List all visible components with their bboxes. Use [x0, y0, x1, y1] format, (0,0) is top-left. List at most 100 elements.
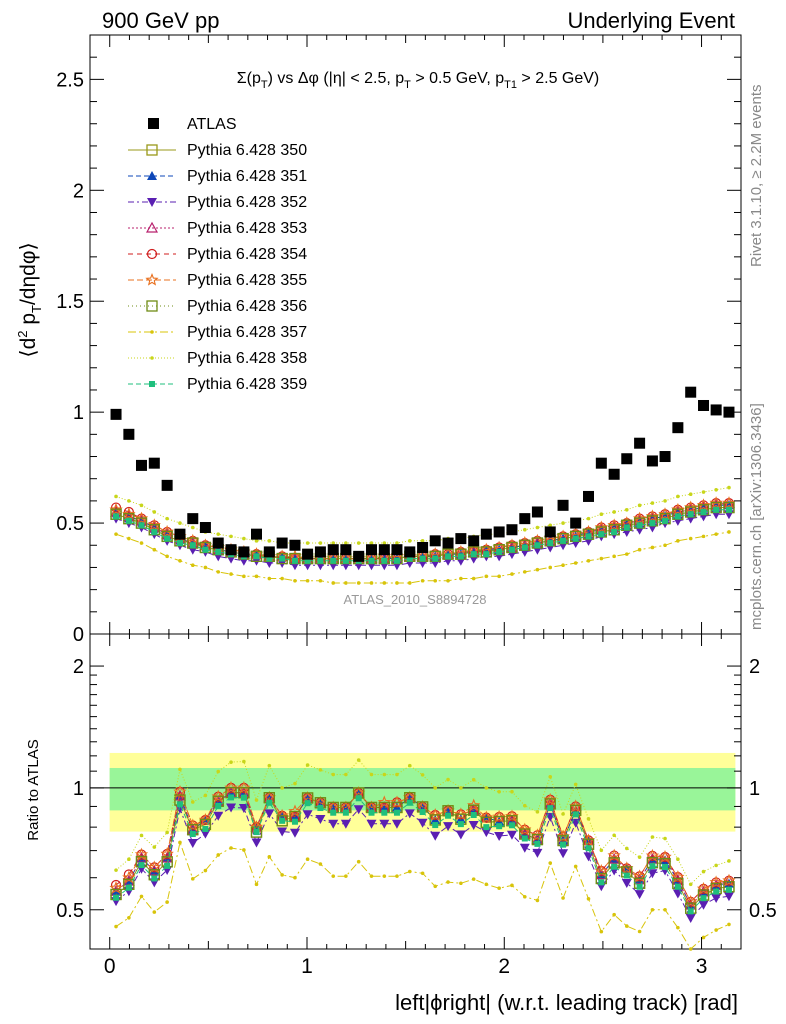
ratio-point-9	[521, 835, 528, 842]
y-tick-label: 2.5	[56, 69, 84, 91]
mc-point-9	[381, 557, 388, 564]
ratio-point-5	[505, 809, 519, 822]
data-point	[135, 459, 147, 471]
ratio-point-8	[114, 868, 118, 872]
ratio-point-7	[178, 840, 182, 845]
ratio-point-7	[190, 877, 195, 881]
ratio-point-2	[634, 890, 645, 900]
ratio-point-7	[484, 882, 489, 887]
ratio-point-7	[267, 855, 272, 859]
data-point	[238, 546, 250, 558]
ratio-point-9	[623, 872, 630, 879]
mc-point-9	[598, 531, 605, 538]
title-part: T	[404, 79, 411, 91]
ratio-point-7	[382, 874, 387, 878]
ratio-point-8	[344, 772, 348, 777]
ratio-y-tick-label: 1	[73, 778, 84, 800]
mc-point-7	[165, 554, 169, 559]
ratio-point-2	[353, 805, 364, 815]
ratio-point-2	[698, 900, 709, 910]
data-point	[468, 535, 480, 547]
mc-point-9	[687, 511, 694, 518]
ratio-point-8	[254, 798, 259, 802]
data-point	[570, 517, 582, 529]
ratio-point-9	[649, 863, 656, 870]
ratio-point-5	[109, 881, 123, 894]
mc-point-9	[291, 557, 298, 564]
mc-point-9	[649, 520, 656, 527]
rivet-label: Rivet 3.1.10, ≥ 2.2M events	[748, 85, 765, 268]
ratio-point-7	[356, 859, 361, 864]
mc-point-7	[624, 552, 629, 556]
ratio-point-8	[727, 859, 731, 863]
ratio-point-5	[684, 894, 698, 908]
mc-point-8	[727, 485, 731, 490]
ratio-point-5	[454, 807, 468, 821]
ratio-point-5	[390, 795, 404, 809]
ratio-point-2	[264, 809, 275, 819]
legend-label-3: Pythia 6.428 353	[187, 220, 307, 237]
ratio-point-2	[685, 914, 696, 924]
ratio-point-8	[573, 782, 578, 787]
main-data-points	[110, 386, 735, 562]
mc-point-9	[419, 555, 426, 562]
mc-point-9	[623, 524, 630, 531]
legend-label-data: ATLAS	[187, 116, 237, 133]
ratio-point-8	[522, 803, 527, 808]
mc-point-5	[645, 509, 660, 523]
ratio-point-2	[430, 831, 441, 841]
mc-point-5	[109, 502, 123, 516]
mc-point-8	[331, 541, 336, 545]
x-tick-label: 2	[498, 955, 510, 978]
mc-point-5	[684, 500, 698, 514]
ratio-point-9	[687, 908, 694, 915]
mc-point-7	[688, 536, 693, 541]
axes	[89, 34, 742, 950]
ratio-point-2	[277, 827, 288, 837]
ratio-point-6	[250, 826, 263, 838]
mc-point-9	[585, 533, 592, 540]
ratio-point-2	[519, 843, 530, 853]
legend-marker-9	[149, 381, 155, 387]
title-part: T1	[504, 79, 517, 91]
legend-label-4: Pythia 6.428 354	[187, 246, 307, 263]
ratio-point-9	[611, 863, 618, 870]
ratio-point-7	[548, 861, 553, 865]
mc-point-5	[594, 520, 609, 534]
mc-point-7	[127, 536, 131, 541]
ratio-line-7	[115, 840, 730, 950]
ratio-point-8	[650, 835, 655, 839]
ratio-point-8	[420, 773, 425, 777]
ratio-point-7	[114, 924, 118, 929]
mc-point-7	[612, 554, 616, 559]
mc-point-8	[612, 510, 616, 514]
ratio-point-9	[560, 841, 567, 848]
ratio-y-axis-label: Ratio to ATLAS	[25, 739, 42, 840]
ratio-point-7	[165, 900, 169, 904]
legend-marker-3	[145, 221, 159, 233]
x-tick-label: 3	[696, 955, 708, 978]
mc-point-7	[586, 558, 591, 563]
ratio-point-2	[468, 821, 479, 831]
mc-point-8	[420, 539, 425, 543]
ylabel-part: p	[17, 313, 40, 331]
ylabel-part: ⟨d	[17, 338, 40, 358]
ratio-point-8	[701, 869, 706, 874]
mc-point-7	[676, 539, 680, 543]
mc-point-9	[560, 537, 567, 544]
legend-marker-4	[146, 248, 158, 260]
mc-point-7	[637, 547, 642, 552]
mc-point-7	[254, 574, 259, 579]
mc-point-5	[671, 502, 685, 516]
ratio-point-5	[224, 780, 238, 794]
ratio-point-8	[382, 772, 387, 777]
data-point	[148, 457, 160, 469]
mc-point-7	[471, 576, 476, 581]
ratio-point-2	[494, 831, 505, 841]
ratio-point-8	[178, 767, 182, 772]
mc-point-7	[510, 572, 514, 576]
mc-point-7	[344, 581, 348, 585]
ratio-point-9	[432, 822, 439, 829]
mc-point-9	[521, 544, 528, 551]
mc-point-9	[636, 522, 643, 529]
